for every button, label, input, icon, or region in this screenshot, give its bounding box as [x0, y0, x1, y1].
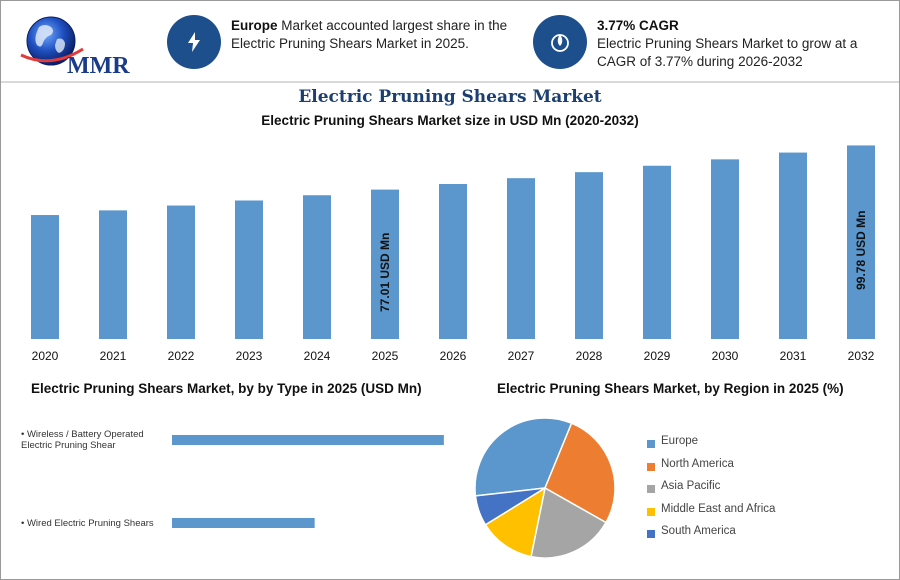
- bar-2020: [31, 215, 59, 339]
- x-tick-label: 2027: [508, 349, 535, 363]
- bar-2022: [167, 205, 195, 339]
- info-description: Market accounted largest share in the El…: [231, 18, 508, 51]
- bar-chart-title: Electric Pruning Shears Market size in U…: [261, 113, 639, 128]
- bar-2023: [235, 200, 263, 339]
- pie-slice-south-america: [474, 487, 546, 526]
- bar-2028: [575, 172, 603, 339]
- globe-icon: [20, 16, 84, 66]
- legend-swatch: [647, 440, 655, 448]
- legend-label: North America: [661, 457, 734, 470]
- x-tick-label: 2025: [372, 349, 399, 363]
- legend-label: Europe: [661, 435, 699, 447]
- bar-data-label: 77.01 USD Mn: [378, 233, 392, 312]
- info-description: Electric Pruning Shears Market to grow a…: [597, 36, 858, 69]
- legend-swatch: [647, 530, 655, 538]
- info-highlight: 3.77% CAGR: [597, 18, 679, 33]
- x-tick-label: 2021: [100, 349, 127, 363]
- x-tick-label: 2024: [304, 349, 331, 363]
- info-circle: [533, 15, 587, 69]
- x-tick-label: 2032: [848, 349, 875, 363]
- info-text: Europe Market accounted largest share in…: [231, 17, 527, 53]
- bar-2029: [643, 165, 671, 339]
- region-chart-title: Electric Pruning Shears Market, by Regio…: [497, 381, 844, 396]
- bar-2021: [99, 210, 127, 339]
- legend-swatch: [647, 485, 655, 493]
- type-category-label: • Wireless / Battery Operated: [21, 429, 144, 440]
- x-tick-label: 2026: [440, 349, 467, 363]
- lightning-icon: [188, 32, 200, 52]
- type-category-label: Electric Pruning Shear: [21, 440, 116, 451]
- bar-2026: [439, 183, 467, 339]
- bar-data-label: 99.78 USD Mn: [854, 211, 868, 290]
- x-tick-label: 2031: [780, 349, 807, 363]
- bar-2030: [711, 159, 739, 339]
- pie-slice-europe: [474, 417, 573, 497]
- x-tick-label: 2020: [32, 349, 59, 363]
- legend-swatch: [647, 462, 655, 471]
- info-text: 3.77% CAGR Electric Pruning Shears Marke…: [597, 17, 893, 71]
- bar-2031: [779, 152, 807, 339]
- type-bar: [172, 435, 444, 445]
- info-box-europe: Europe Market accounted largest share in…: [167, 13, 527, 73]
- x-tick-label: 2023: [236, 349, 263, 363]
- x-tick-label: 2028: [576, 349, 603, 363]
- bar-2024: [303, 195, 331, 339]
- legend-label: Middle East and Africa: [661, 502, 776, 515]
- main-title: Electric Pruning Shears Market: [298, 87, 602, 107]
- logo-text: MMR: [67, 53, 130, 79]
- legend-label: South America: [661, 525, 736, 537]
- type-category-label: • Wired Electric Pruning Shears: [21, 518, 154, 529]
- x-tick-label: 2022: [168, 349, 195, 363]
- legend-label: Asia Pacific: [661, 480, 721, 492]
- growth-icon: [551, 34, 569, 52]
- legend-swatch: [647, 507, 655, 516]
- mmr-logo: MMR: [20, 16, 130, 79]
- info-circle: [167, 15, 221, 69]
- region-pie-chart: [474, 417, 616, 559]
- bar-2025: [371, 189, 399, 339]
- x-tick-label: 2030: [712, 349, 739, 363]
- bar-2032: [847, 145, 875, 339]
- pie-slice-asia-pacific: [530, 486, 607, 559]
- pie-slice-middle-east-and-africa: [484, 486, 547, 558]
- info-highlight: Europe: [231, 18, 278, 33]
- bar-2027: [507, 178, 535, 339]
- type-bar: [172, 518, 315, 528]
- header-divider: [1, 81, 899, 83]
- market-size-bar-chart: 2020 2021 2022 2023 2024 2025 77.01 USD Mn 2026…: [31, 145, 875, 363]
- x-tick-label: 2029: [644, 349, 671, 363]
- info-box-cagr: 3.77% CAGR Electric Pruning Shears Marke…: [533, 13, 893, 73]
- type-chart-title: Electric Pruning Shears Market, by by Ty…: [31, 381, 422, 396]
